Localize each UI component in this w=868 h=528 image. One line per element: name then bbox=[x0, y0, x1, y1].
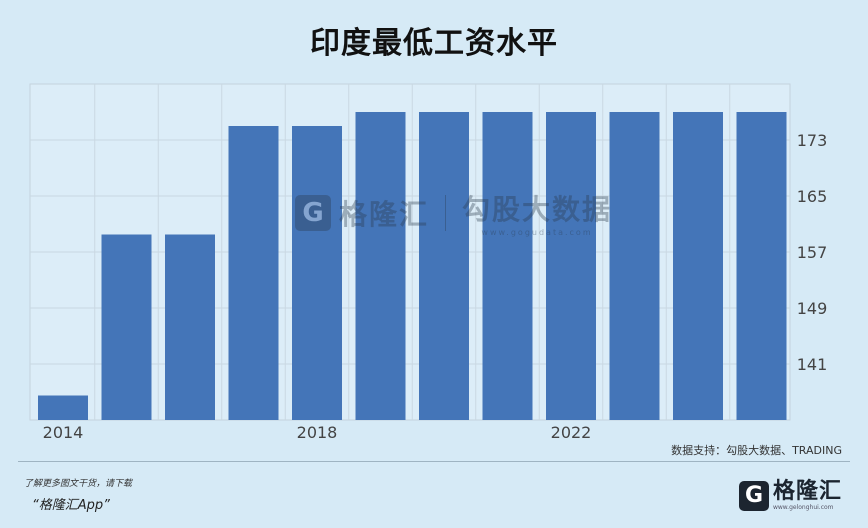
footer-download-prompt: 了解更多图文干货，请下载 bbox=[24, 479, 133, 489]
footer-divider bbox=[18, 461, 850, 462]
bar-2015 bbox=[101, 234, 152, 420]
bar-2023 bbox=[609, 112, 660, 420]
y-tick-label: 157 bbox=[797, 243, 828, 262]
bar-2020 bbox=[419, 112, 469, 420]
bar-2021 bbox=[482, 112, 533, 420]
bar-2016 bbox=[165, 234, 215, 420]
bar-2014 bbox=[38, 395, 88, 420]
bar-2025 bbox=[736, 112, 787, 420]
x-tick-label: 2014 bbox=[43, 423, 84, 442]
grid-lines bbox=[30, 84, 790, 420]
bars bbox=[38, 112, 787, 420]
bar-2024 bbox=[673, 112, 723, 420]
y-tick-label: 149 bbox=[797, 299, 828, 318]
logo-text: 格隆汇 bbox=[772, 479, 842, 504]
bar-2018 bbox=[292, 126, 342, 420]
logo-url: www.gelonghui.com bbox=[772, 504, 834, 511]
y-tick-label: 173 bbox=[797, 131, 828, 150]
y-tick-label: 165 bbox=[797, 187, 828, 206]
bar-2017 bbox=[228, 126, 279, 420]
bar-2019 bbox=[355, 112, 406, 420]
y-tick-label: 141 bbox=[797, 355, 828, 374]
y-axis-ticks: 141 149 157 165 173 bbox=[797, 131, 828, 374]
footer-app-name: “格隆汇App” bbox=[32, 498, 110, 513]
footer-logo[interactable]: G 格隆汇 www.gelonghui.com bbox=[738, 478, 842, 514]
data-source: 数据支持：勾股大数据、TRADING bbox=[671, 444, 842, 457]
x-axis-ticks: 2014 2018 2022 bbox=[43, 423, 592, 442]
chart-title: 印度最低工资水平 bbox=[310, 26, 558, 61]
x-tick-label: 2022 bbox=[551, 423, 592, 442]
bar-2022 bbox=[546, 112, 596, 420]
gelonghui-logo-icon: G bbox=[738, 481, 769, 511]
x-tick-label: 2018 bbox=[297, 423, 338, 442]
